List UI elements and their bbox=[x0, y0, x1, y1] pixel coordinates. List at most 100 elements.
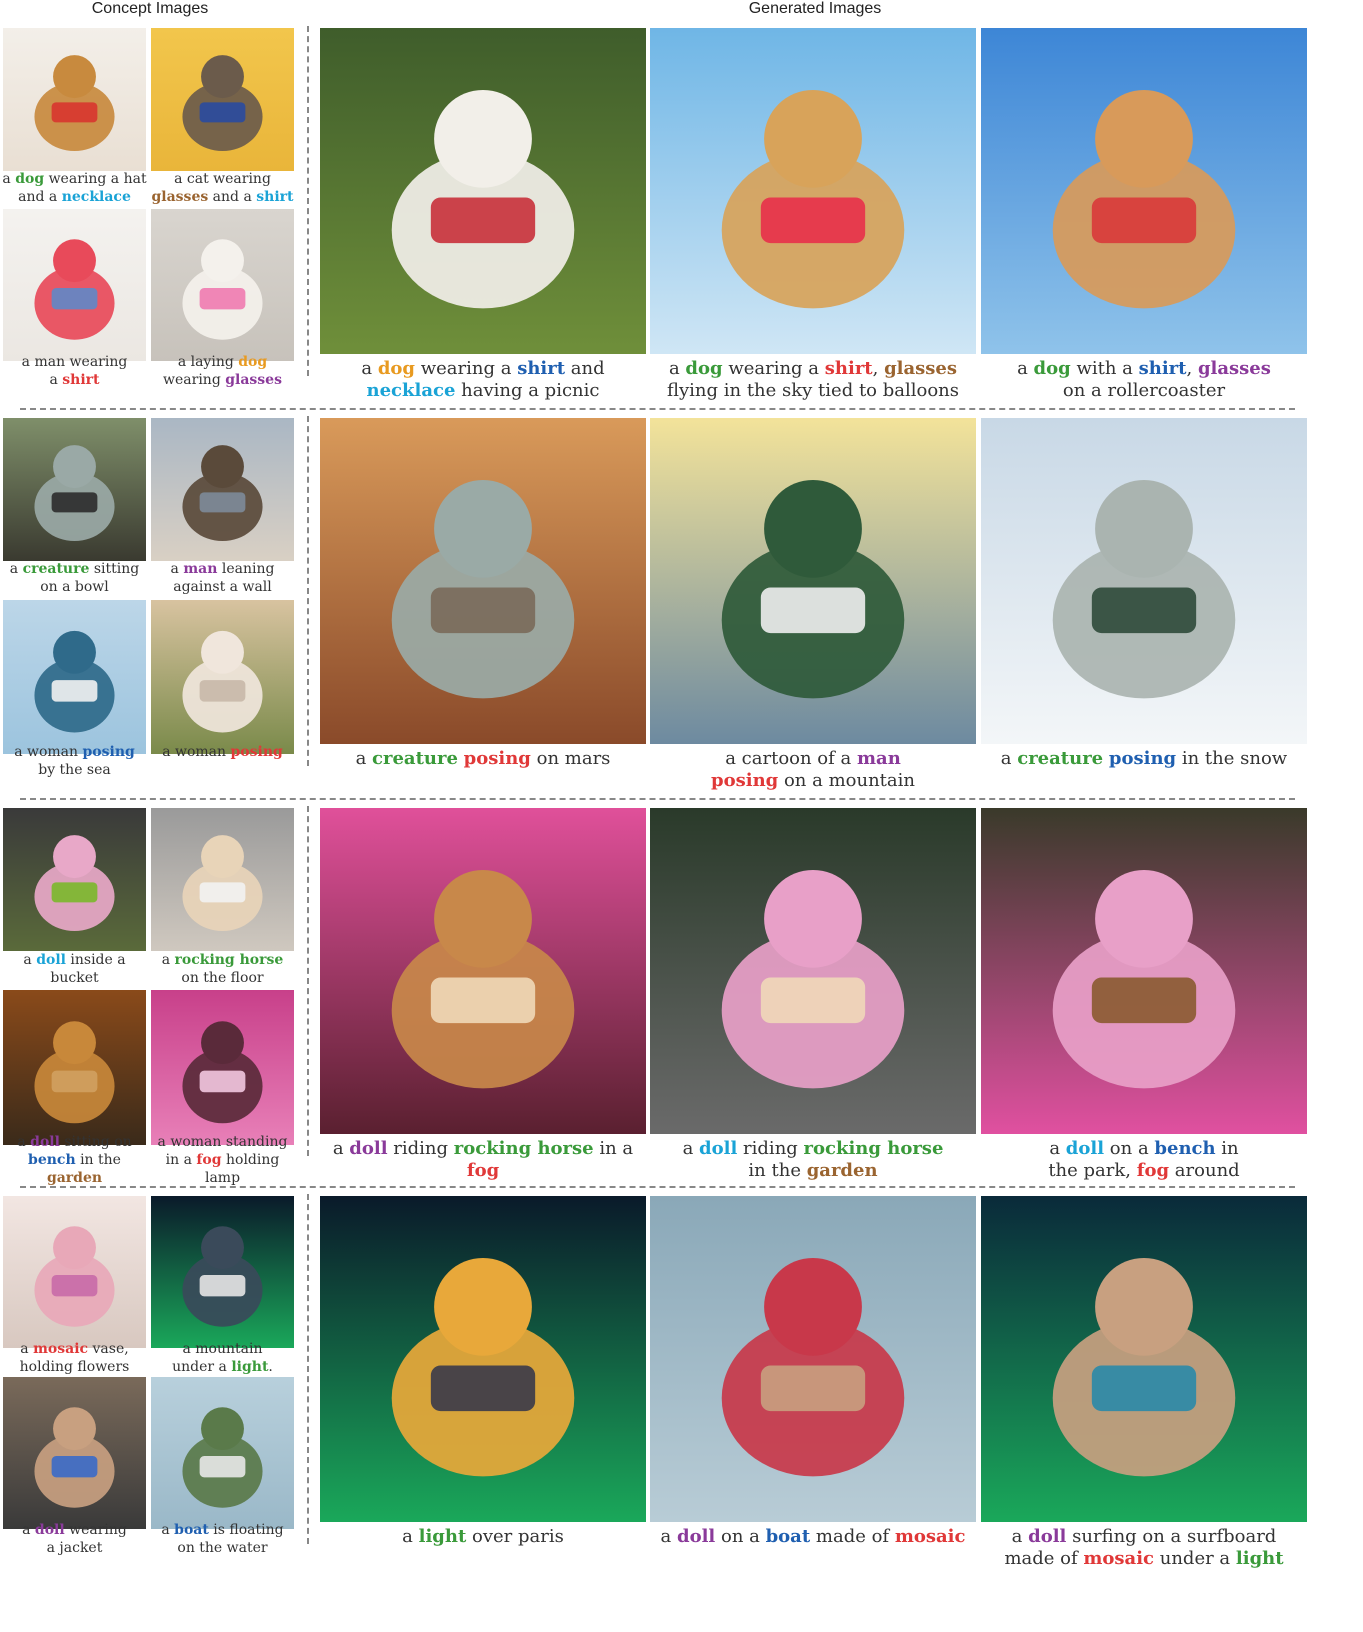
generated-image bbox=[981, 418, 1307, 744]
generated-caption: a doll on a boat made of mosaic bbox=[660, 1526, 966, 1547]
row-divider bbox=[20, 408, 1295, 410]
caption-keyword: garden bbox=[806, 1160, 878, 1181]
caption-keyword: dog bbox=[377, 358, 416, 379]
generated-image bbox=[320, 28, 646, 354]
column-divider bbox=[307, 416, 309, 766]
caption-keyword: mosaic bbox=[894, 1526, 966, 1547]
concept-caption: a mosaic vase, holding flowers bbox=[19, 1341, 130, 1375]
woman-sea-image bbox=[3, 600, 146, 754]
concept-image bbox=[151, 1196, 294, 1348]
concept-caption: a woman posing by the sea bbox=[14, 744, 135, 778]
caption-keyword: doll bbox=[34, 1522, 65, 1538]
caption-keyword: doll bbox=[676, 1526, 716, 1547]
caption-keyword: garden bbox=[46, 1170, 103, 1186]
dog-coaster-image bbox=[981, 28, 1307, 354]
generated-image bbox=[320, 808, 646, 1134]
caption-keyword: shirt bbox=[62, 372, 100, 388]
concept-image bbox=[3, 808, 146, 951]
concept-image bbox=[151, 209, 294, 361]
column-divider bbox=[307, 1194, 309, 1544]
generated-image bbox=[981, 808, 1307, 1134]
generated-image bbox=[650, 418, 976, 744]
caption-keyword: glasses bbox=[884, 358, 958, 379]
man-cartoon-image bbox=[650, 418, 976, 744]
generated-caption: a creature posing on mars bbox=[355, 748, 611, 769]
cat-glasses-image bbox=[151, 28, 294, 171]
caption-keyword: dog bbox=[15, 171, 45, 187]
caption-keyword: posing bbox=[1108, 748, 1177, 769]
caption-keyword: dog bbox=[1033, 358, 1071, 379]
caption-keyword: doll bbox=[699, 1138, 738, 1159]
concept-caption: a woman posing bbox=[162, 744, 283, 760]
dog-balloons-image bbox=[650, 28, 976, 354]
rocking-horse-image bbox=[151, 808, 294, 951]
caption-keyword: man bbox=[183, 561, 218, 577]
row-divider bbox=[20, 1186, 1295, 1188]
mountain-light-image bbox=[151, 1196, 294, 1348]
woman-yoga-image bbox=[151, 600, 294, 754]
concept-caption: a man leaning against a wall bbox=[170, 561, 275, 595]
caption-keyword: posing bbox=[711, 770, 779, 791]
caption-keyword: boat bbox=[765, 1526, 811, 1547]
generated-image bbox=[981, 1196, 1307, 1522]
caption-keyword: creature bbox=[22, 561, 90, 577]
caption-keyword: mosaic bbox=[1083, 1548, 1155, 1569]
caption-keyword: doll bbox=[30, 1134, 60, 1150]
caption-keyword: creature bbox=[372, 748, 458, 769]
dog-picnic-image bbox=[320, 28, 646, 354]
caption-keyword: glasses bbox=[1197, 358, 1271, 379]
caption-keyword: fog bbox=[1136, 1160, 1170, 1181]
concept-images-header: Concept Images bbox=[91, 0, 209, 17]
concept-caption: a mountain under a light. bbox=[172, 1341, 273, 1375]
bear-horse-fog-image bbox=[320, 808, 646, 1134]
concept-caption: a man wearing a shirt bbox=[21, 354, 128, 388]
doll-bucket-image bbox=[3, 808, 146, 951]
concept-caption: a doll wearing a jacket bbox=[22, 1522, 127, 1556]
caption-keyword: fog bbox=[466, 1160, 500, 1181]
concept-image bbox=[3, 990, 146, 1145]
caption-keyword: doll bbox=[1028, 1526, 1067, 1547]
column-divider bbox=[307, 806, 309, 1156]
caption-keyword: shirt bbox=[824, 358, 873, 379]
concept-caption: a boat is floating on the water bbox=[161, 1522, 284, 1556]
concept-image bbox=[151, 418, 294, 561]
concept-image bbox=[3, 418, 146, 561]
caption-keyword: dog bbox=[238, 354, 268, 370]
concept-caption: a doll inside a bucket bbox=[23, 952, 126, 986]
caption-keyword: light bbox=[231, 1359, 269, 1375]
concept-image bbox=[3, 209, 146, 361]
concept-caption: a woman standing in a fog holding lamp bbox=[157, 1134, 288, 1186]
generated-caption: a doll riding rocking horse in the garden bbox=[682, 1138, 944, 1181]
caption-keyword: rocking horse bbox=[803, 1138, 944, 1159]
man-wall-image bbox=[151, 418, 294, 561]
generated-image bbox=[650, 28, 976, 354]
generated-image bbox=[650, 1196, 976, 1522]
concept-caption: a dog wearing a hat and a necklace bbox=[2, 171, 147, 205]
generated-caption: a creature posing in the snow bbox=[1000, 748, 1288, 769]
caption-keyword: glasses bbox=[225, 372, 282, 388]
caption-keyword: doll bbox=[36, 952, 66, 968]
man-shirt-image bbox=[3, 209, 146, 361]
caption-keyword: glasses bbox=[151, 189, 209, 205]
generated-caption: a doll on a bench in the park, fog around bbox=[1048, 1138, 1240, 1181]
creature-bowl-image bbox=[3, 418, 146, 561]
generated-caption: a cartoon of a man posing on a mountain bbox=[711, 748, 915, 791]
concept-caption: a laying dog wearing glasses bbox=[163, 354, 282, 388]
generated-caption: a dog wearing a shirt, glasses flying in … bbox=[666, 358, 960, 401]
caption-keyword: dog bbox=[685, 358, 723, 379]
caption-keyword: doll bbox=[349, 1138, 388, 1159]
caption-keyword: creature bbox=[1017, 748, 1104, 769]
paris-light-image bbox=[320, 1196, 646, 1522]
sheep-horse-garden-image bbox=[650, 808, 976, 1134]
caption-keyword: rocking horse bbox=[453, 1138, 594, 1159]
caption-keyword: man bbox=[856, 748, 901, 769]
caption-keyword: posing bbox=[463, 748, 531, 769]
bunny-jacket-image bbox=[3, 1377, 146, 1529]
caption-keyword: boat bbox=[174, 1522, 209, 1538]
concept-image bbox=[151, 28, 294, 171]
concept-image bbox=[3, 28, 146, 171]
generated-image bbox=[320, 1196, 646, 1522]
caption-keyword: mosaic bbox=[33, 1341, 89, 1357]
creature-mars-image bbox=[320, 418, 646, 744]
caption-keyword: necklace bbox=[61, 189, 131, 205]
